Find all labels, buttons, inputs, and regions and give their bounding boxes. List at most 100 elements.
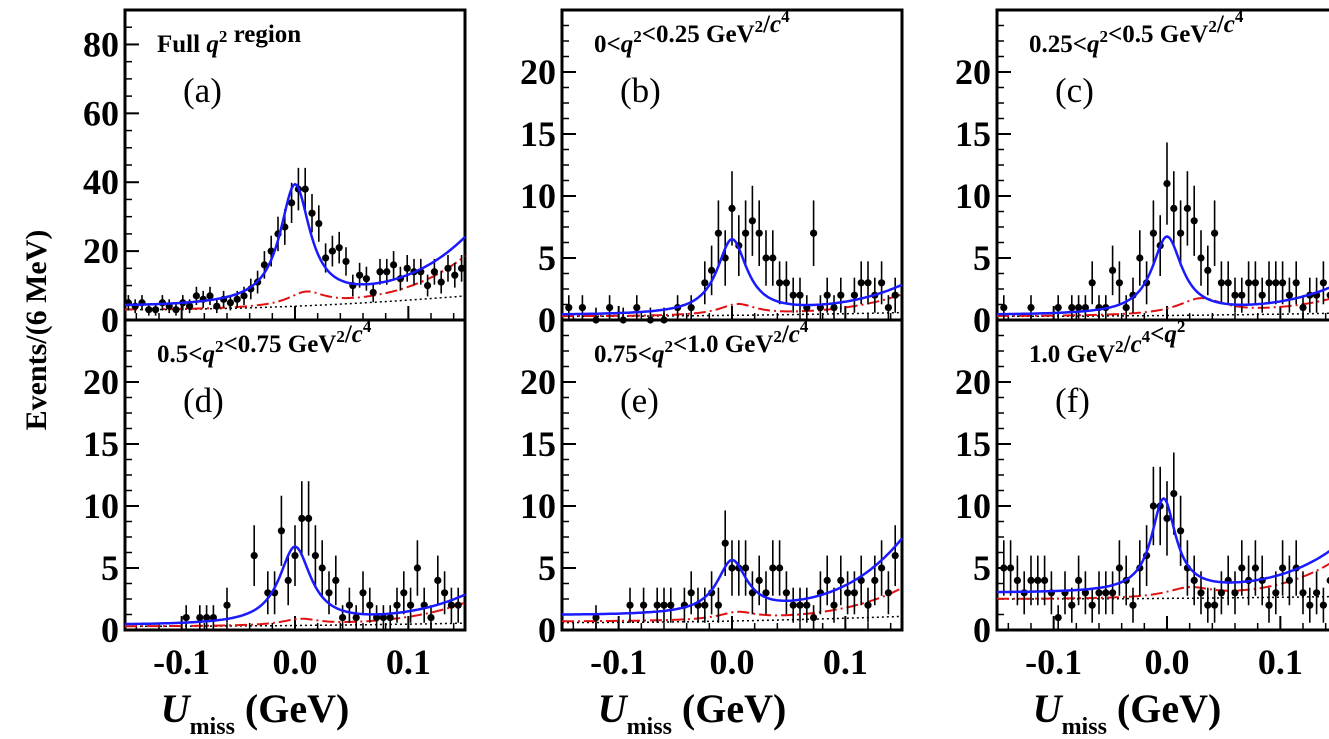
data-point: [1313, 589, 1321, 597]
data-point: [1088, 279, 1096, 287]
x-tick-label: 0.1: [823, 642, 868, 682]
data-point: [203, 614, 211, 622]
data-point: [383, 268, 391, 276]
data-point: [288, 199, 296, 207]
fit-curve: [124, 545, 466, 626]
data-point: [1163, 180, 1171, 188]
y-tick-label: 5: [538, 238, 556, 278]
x-axis-title: Umiss (GeV): [598, 686, 787, 739]
data-point: [186, 302, 194, 310]
data-point: [1088, 601, 1096, 609]
panel-letter: (e): [620, 381, 659, 420]
data-point: [424, 281, 432, 290]
data-point: [339, 614, 347, 622]
data-point: [1299, 589, 1307, 597]
data-point: [891, 552, 899, 560]
data-point: [1285, 576, 1293, 585]
data-point: [298, 514, 306, 523]
data-point: [633, 304, 641, 312]
data-point: [223, 601, 231, 609]
data-point: [1149, 229, 1157, 237]
y-tick-label: 0: [538, 610, 556, 650]
data-point: [1000, 304, 1008, 312]
y-tick-label: 0: [101, 300, 119, 340]
panel-d: 0 5 10 15 20 -0.1 0.0 0.1 0.5<q2<0.75 GeV2/c4 (d): [83, 317, 467, 682]
data-point: [400, 589, 408, 597]
data-point: [301, 185, 309, 193]
data-point: [430, 268, 438, 276]
fit-curve: [562, 237, 903, 316]
data-point: [1211, 601, 1219, 609]
x-axis-title: Umiss (GeV): [161, 686, 350, 739]
region-label: 1.0 GeV2/c4<q2: [1029, 317, 1185, 368]
data-point: [884, 304, 893, 312]
y-tick-label: 10: [955, 486, 991, 526]
data-point: [748, 217, 757, 225]
data-point: [386, 614, 394, 622]
y-tick-label: 5: [101, 548, 119, 588]
panel-c: 0 5 10 15 20 0.25<q2<0.5 GeV2/c4 (c): [955, 7, 1329, 340]
combinatorial-curve: [125, 622, 465, 628]
data-point: [1231, 589, 1239, 597]
data-point: [1170, 204, 1178, 212]
background-curve: [997, 562, 1329, 600]
data-point: [714, 229, 723, 237]
data-point: [864, 601, 872, 609]
data-point: [891, 291, 899, 299]
y-axis-title: Events/(6 MeV): [20, 230, 53, 431]
x-tick-label: -0.1: [153, 642, 210, 682]
data-point: [226, 299, 234, 307]
data-point: [145, 306, 153, 314]
data-point: [379, 614, 387, 622]
data-point: [1007, 564, 1015, 572]
data-point: [1231, 291, 1239, 299]
data-point: [311, 552, 319, 560]
data-point: [1034, 576, 1042, 585]
fit-curve: [125, 182, 466, 307]
y-tick-label: 15: [520, 114, 556, 154]
data-point: [1265, 601, 1273, 609]
data-point: [1197, 254, 1205, 262]
data-point: [366, 601, 374, 609]
data-point: [769, 564, 777, 572]
region-label: 0.25<q2<0.5 GeV2/c4: [1029, 7, 1244, 58]
data-point: [687, 589, 695, 597]
region-label: Full q2 region: [157, 21, 301, 58]
x-tick-label: 0.1: [1258, 642, 1303, 682]
data-point: [830, 601, 838, 609]
data-point: [437, 278, 445, 286]
x-tick-label: 0.0: [273, 642, 318, 682]
combinatorial-curve: [997, 312, 1329, 318]
data-point: [390, 261, 398, 269]
data-point: [1326, 577, 1329, 584]
data-point: [1081, 589, 1089, 597]
data-point: [356, 271, 364, 279]
data-point: [1211, 229, 1219, 237]
data-point: [152, 306, 160, 314]
data-point: [878, 279, 886, 287]
data-point: [1136, 254, 1144, 262]
y-tick-label: 80: [83, 24, 119, 64]
y-tick-label: 0: [973, 610, 991, 650]
data-point: [1238, 564, 1246, 572]
data-point: [857, 279, 865, 287]
data-point: [714, 601, 723, 609]
panel-a: 0 20 40 60 80 Full q2 region (a): [83, 8, 467, 340]
combinatorial-curve: [562, 615, 902, 624]
y-tick-label: 10: [520, 176, 556, 216]
data-point: [1279, 279, 1287, 287]
data-point: [458, 264, 466, 272]
data-point: [172, 306, 180, 314]
data-point: [206, 292, 214, 300]
data-point: [1224, 279, 1232, 287]
data-point: [441, 589, 449, 597]
data-point: [1027, 304, 1035, 312]
data-point: [708, 266, 716, 274]
panel-letter: (d): [183, 381, 224, 420]
data-point: [830, 304, 838, 312]
data-point: [837, 576, 845, 585]
data-point: [796, 601, 804, 609]
data-point: [376, 268, 384, 276]
data-point: [1075, 304, 1083, 312]
data-point: [1115, 279, 1123, 287]
